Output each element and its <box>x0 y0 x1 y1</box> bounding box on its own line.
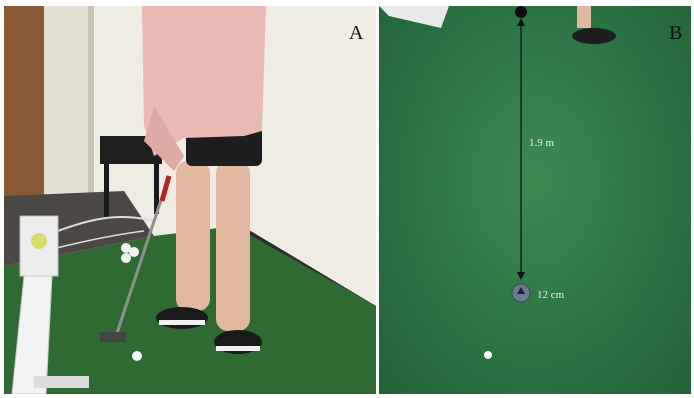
panel-b-photo: 1.9 m 12 cm B <box>379 6 691 394</box>
towel-corner <box>379 6 449 28</box>
putter-head <box>100 332 126 342</box>
golfer-right-leg <box>216 161 250 331</box>
panel-b-label: B <box>669 22 683 44</box>
golfer-hoodie <box>142 6 266 156</box>
shoe-top-view <box>572 28 616 44</box>
panel-a-photo: A <box>4 6 376 394</box>
golfer-left-shoe <box>156 307 208 329</box>
golf-ball-top-view <box>484 351 492 359</box>
hole <box>515 6 527 18</box>
golf-ball <box>132 351 142 361</box>
distance-label: 1.9 m <box>529 137 555 149</box>
panel-a-label: A <box>349 22 364 44</box>
target-size-label: 12 cm <box>537 289 565 301</box>
golfer-left-leg <box>176 161 210 311</box>
doorway <box>4 6 44 206</box>
golfer-scene <box>4 6 376 394</box>
putter-shaft <box>114 175 171 337</box>
putting-layout-scene <box>379 6 616 359</box>
